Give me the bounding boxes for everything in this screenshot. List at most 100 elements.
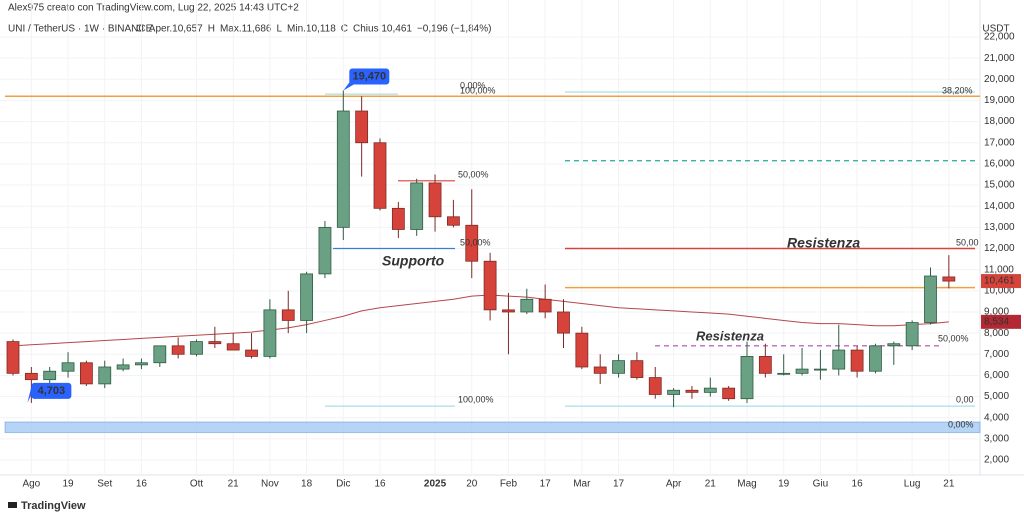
candle-body: [355, 110, 369, 144]
candle-body: [190, 341, 203, 355]
candle-body: [703, 387, 717, 393]
candle-body: [740, 356, 754, 400]
x-tick-label: Set: [97, 479, 112, 490]
legend-item: Min.10,118: [287, 24, 336, 35]
candle-body: [722, 387, 736, 400]
x-tick-label: 16: [136, 479, 148, 490]
candle-body: [61, 362, 75, 372]
y-tick-label: 14,000: [984, 201, 1015, 212]
legend-item: Aper.10,657: [149, 24, 203, 35]
legend-item: Max.11,686: [220, 24, 272, 35]
price-label-box: [981, 274, 1021, 289]
ohlc-legend: O Aper.10,657 H Max.11,686 L Min.10,118 C Chius…: [136, 24, 491, 35]
callout-label: 19,470: [352, 70, 386, 82]
x-tick-label: Ago: [22, 479, 40, 490]
candle-body: [887, 343, 901, 347]
fib-label: 50,00%: [938, 333, 969, 343]
y-tick-label: 13,000: [984, 222, 1015, 233]
candle-body: [135, 362, 148, 366]
callout-label: 4,703: [38, 385, 66, 397]
candle-body: [245, 349, 258, 357]
price-label: 8,534: [984, 316, 1009, 327]
y-tick-label: 20,000: [984, 74, 1015, 85]
x-tick-label: 19: [62, 479, 74, 490]
candle-body: [24, 372, 38, 381]
candle-body: [814, 368, 827, 371]
candle-body: [116, 364, 130, 370]
candle-body: [208, 341, 222, 345]
x-tick-label: 19: [778, 479, 790, 490]
callout-box: [31, 382, 72, 399]
candle-body: [263, 309, 277, 357]
y-tick-label: 6,000: [984, 370, 1009, 381]
y-tick-label: 18,000: [984, 116, 1015, 127]
candle-body: [318, 226, 332, 275]
legend-item: Chius.10,461: [353, 24, 412, 35]
candle-body: [520, 298, 534, 313]
price-label: 10,461: [984, 276, 1015, 287]
candle-body: [593, 366, 607, 374]
annotation-label: Resistenza: [787, 235, 860, 251]
legend-item: O: [136, 24, 144, 35]
callout-box: [349, 68, 390, 85]
x-tick-label: 21: [228, 479, 240, 490]
candle-body: [336, 110, 350, 228]
moving-average: [12, 294, 949, 347]
y-tick-label: 8,000: [984, 328, 1009, 339]
fib-label: 100,00%: [458, 394, 494, 404]
candle-body: [502, 309, 515, 313]
fib-label: 0,00%: [948, 419, 974, 429]
y-tick-label: 19,000: [984, 95, 1015, 106]
logo-mark: [8, 502, 17, 508]
y-tick-label: 21,000: [984, 53, 1015, 64]
annotation-label: Supporto: [382, 253, 445, 269]
y-tick-label: 22,000: [984, 32, 1015, 43]
x-tick-label: 18: [301, 479, 313, 490]
candle-body: [612, 360, 625, 374]
fib-label: 0,00%: [460, 80, 486, 90]
x-tick-label: 16: [852, 479, 864, 490]
price-label-box: [981, 314, 1021, 329]
y-tick-label: 12,000: [984, 243, 1015, 254]
candle-body: [924, 275, 937, 323]
candle-body: [43, 370, 57, 381]
legend-item: C: [341, 24, 348, 35]
x-tick-label: 21: [705, 479, 717, 490]
candle-body: [410, 182, 424, 230]
x-tick-label: 17: [540, 479, 552, 490]
x-tick-label: Feb: [500, 479, 518, 490]
candle-body: [6, 341, 20, 374]
candle-body: [667, 389, 680, 395]
x-tick-label: 21: [943, 479, 955, 490]
candle-body: [795, 368, 809, 374]
candle-body: [373, 142, 387, 209]
candle-body: [226, 343, 240, 351]
author: Alex975 creato con TradingView.com, Lug …: [8, 3, 299, 14]
candle-body: [153, 345, 167, 364]
y-tick-label: 11,000: [984, 264, 1014, 275]
callout-pointer: [27, 386, 32, 403]
y-tick-label: 3,000: [984, 434, 1009, 445]
symbol: UNI / TetherUS · 1W · BINANCE: [8, 24, 153, 35]
candle-body: [905, 322, 919, 347]
x-tick-label: Apr: [666, 479, 682, 490]
x-tick-label: Nov: [261, 479, 279, 490]
fib-label: 100,00%: [460, 85, 496, 95]
fib-label: 0,00: [956, 394, 974, 404]
x-tick-label: 20: [466, 479, 478, 490]
candle-body: [80, 362, 93, 385]
y-tick-label: 16,000: [984, 159, 1015, 170]
candle-body: [391, 207, 405, 230]
annotation-label: Resistenza: [696, 328, 764, 343]
candle-body: [538, 298, 552, 313]
y-tick-label: 4,000: [984, 412, 1009, 423]
fib-label: 38,20%: [942, 85, 973, 95]
candle-body: [850, 349, 864, 372]
x-tick-label: Mag: [737, 479, 756, 490]
candle-body: [942, 276, 956, 282]
x-tick-label: Ott: [190, 479, 204, 490]
logo: TradingView: [8, 500, 86, 512]
legend-item: H: [208, 24, 215, 35]
